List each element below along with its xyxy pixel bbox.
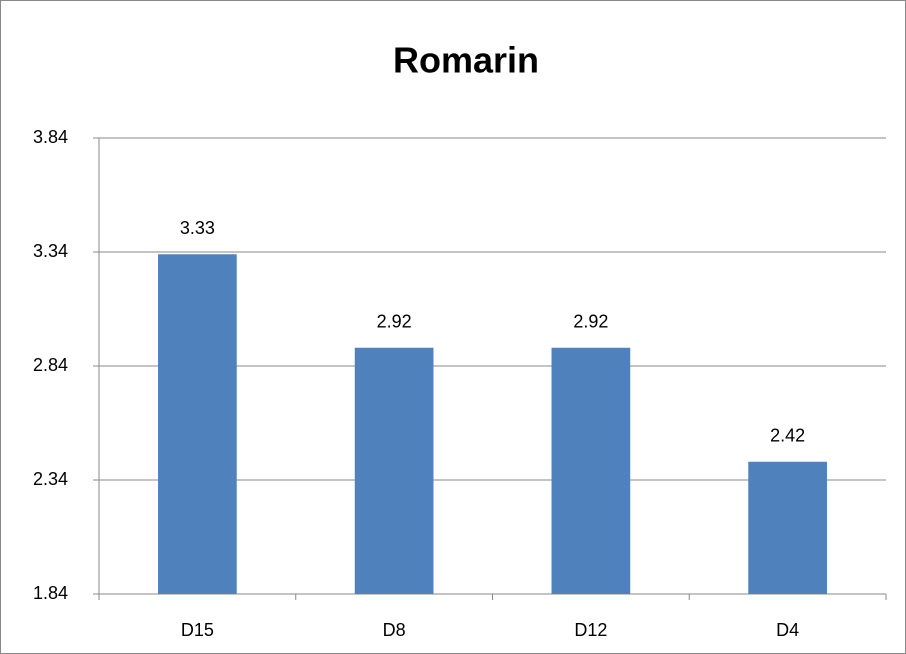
y-tick-label: 2.84 xyxy=(33,355,68,375)
x-tick-label: D12 xyxy=(574,620,607,640)
y-tick-label: 2.34 xyxy=(33,469,68,489)
y-tick-label: 1.84 xyxy=(33,583,68,603)
bar xyxy=(551,347,631,594)
data-label: 2.92 xyxy=(377,312,412,332)
bar xyxy=(354,347,434,594)
x-tick-label: D15 xyxy=(181,620,214,640)
data-label: 2.42 xyxy=(770,426,805,446)
y-tick-label: 3.84 xyxy=(33,127,68,147)
chart-title: Romarin xyxy=(393,40,539,81)
x-tick-label: D8 xyxy=(383,620,406,640)
data-label: 2.92 xyxy=(573,312,608,332)
bar xyxy=(158,254,237,594)
bar xyxy=(748,461,827,594)
x-tick-label: D4 xyxy=(776,620,799,640)
y-tick-label: 3.34 xyxy=(33,241,68,261)
data-label: 3.33 xyxy=(180,218,215,238)
